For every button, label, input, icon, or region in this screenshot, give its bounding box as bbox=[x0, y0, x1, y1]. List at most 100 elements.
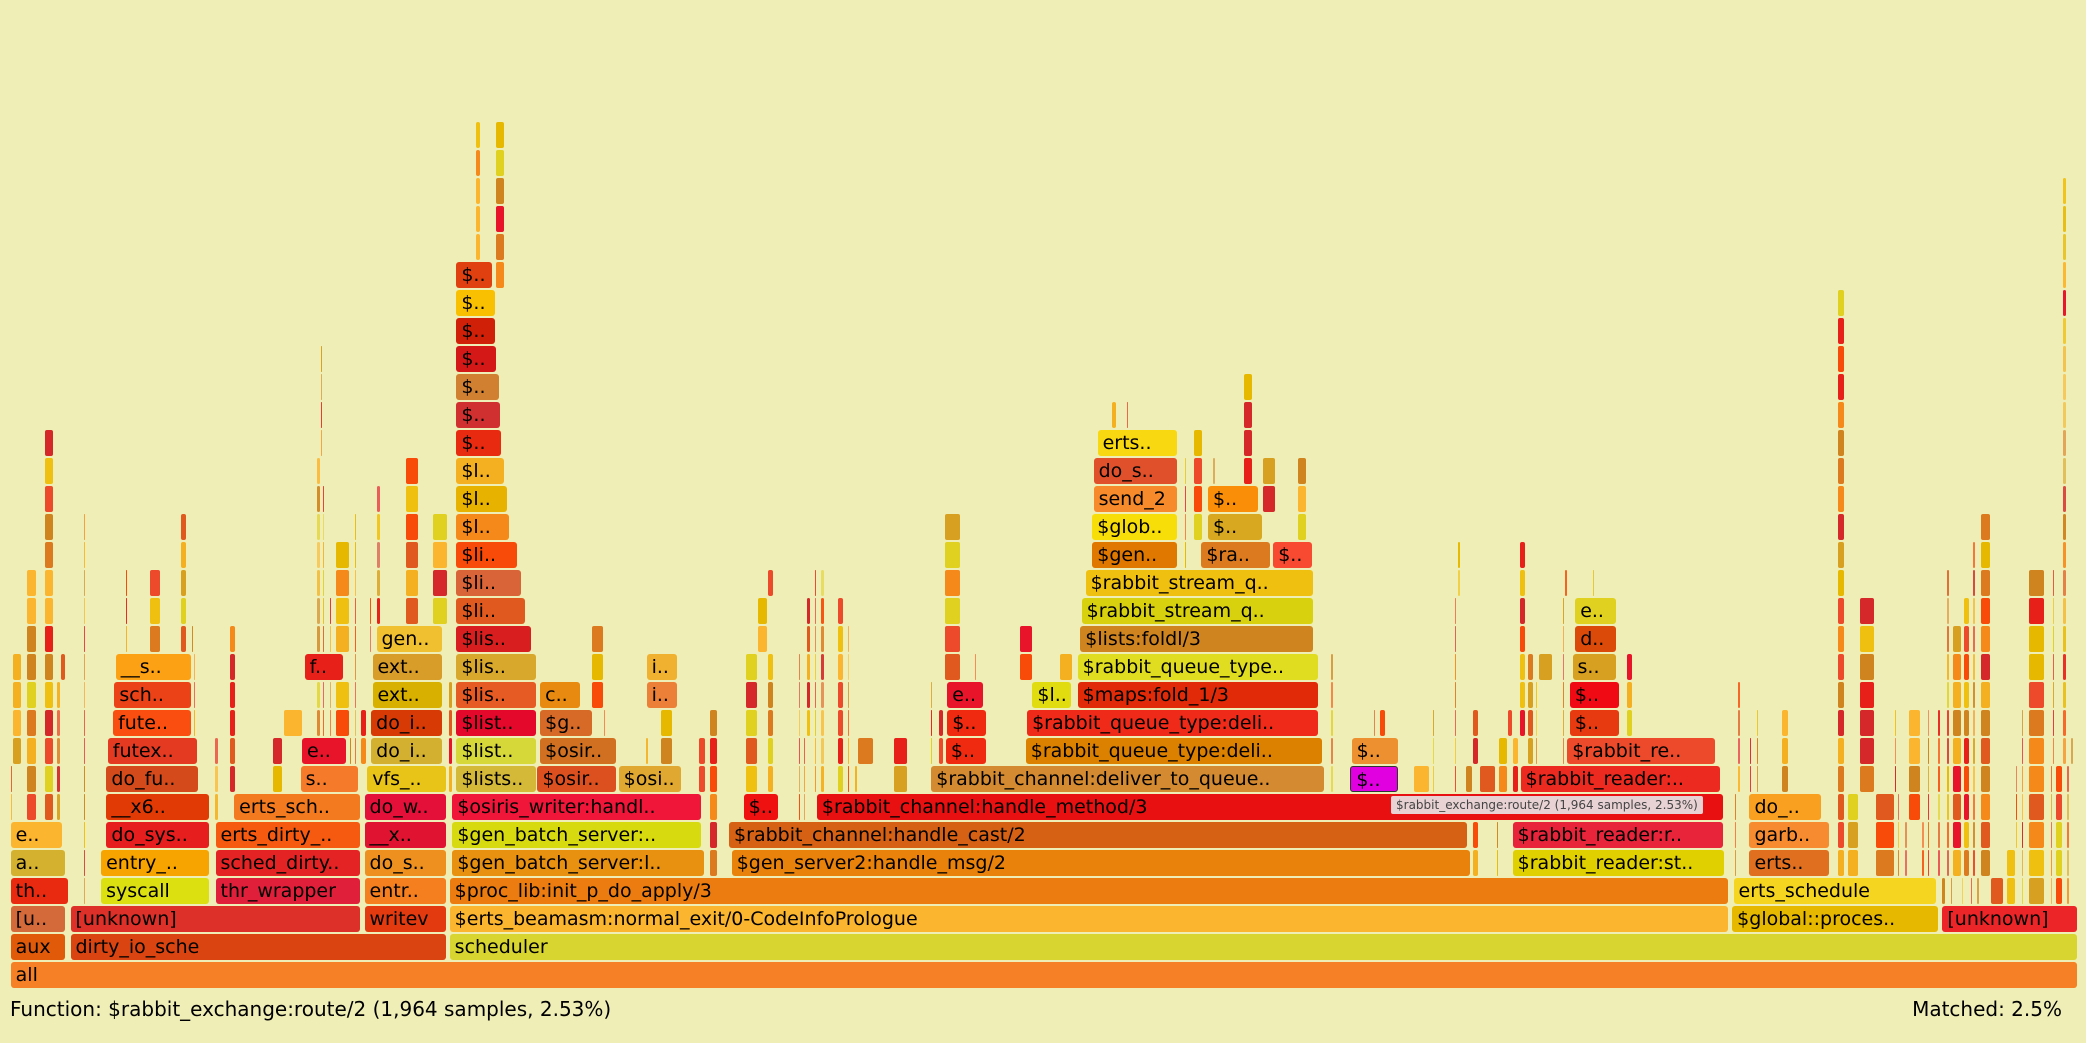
stack-frame[interactable] bbox=[1194, 486, 1202, 512]
stack-frame[interactable] bbox=[10, 766, 12, 792]
stack-frame[interactable] bbox=[1473, 850, 1479, 876]
stack-frame[interactable] bbox=[799, 682, 801, 708]
stack-frame[interactable] bbox=[1952, 766, 1961, 792]
stack-frame[interactable] bbox=[215, 738, 218, 764]
stack-frame[interactable] bbox=[1946, 598, 1950, 624]
stack-frame[interactable] bbox=[746, 738, 757, 764]
stack-frame[interactable] bbox=[2067, 794, 2070, 820]
stack-frame[interactable] bbox=[377, 570, 380, 596]
stack-frame[interactable] bbox=[335, 710, 349, 736]
stack-frame[interactable]: a.. bbox=[10, 850, 66, 876]
stack-frame[interactable] bbox=[758, 626, 767, 652]
stack-frame[interactable] bbox=[329, 682, 331, 708]
stack-frame[interactable] bbox=[2022, 822, 2024, 848]
stack-frame[interactable]: $l.. bbox=[456, 514, 510, 540]
stack-frame[interactable] bbox=[13, 682, 21, 708]
stack-frame[interactable]: s.. bbox=[300, 766, 358, 792]
stack-frame[interactable] bbox=[1432, 766, 1434, 792]
stack-frame[interactable]: thr_wrapper bbox=[215, 878, 361, 904]
stack-frame[interactable] bbox=[26, 626, 36, 652]
stack-frame[interactable] bbox=[1980, 598, 1990, 624]
stack-frame[interactable] bbox=[215, 766, 218, 792]
stack-frame[interactable]: $rabbit_stream_q.. bbox=[1081, 598, 1313, 624]
stack-frame[interactable] bbox=[1513, 738, 1519, 764]
stack-frame[interactable] bbox=[83, 626, 85, 652]
stack-frame[interactable] bbox=[939, 738, 944, 764]
stack-frame[interactable] bbox=[815, 766, 817, 792]
stack-frame[interactable]: $rabbit_reader:.. bbox=[1520, 766, 1721, 792]
stack-frame[interactable] bbox=[194, 654, 196, 680]
stack-frame[interactable] bbox=[1964, 682, 1970, 708]
stack-frame[interactable] bbox=[377, 486, 380, 512]
stack-frame[interactable] bbox=[448, 682, 453, 708]
stack-frame[interactable] bbox=[2028, 738, 2045, 764]
stack-frame[interactable] bbox=[2063, 710, 2066, 736]
stack-frame[interactable] bbox=[2055, 878, 2062, 904]
stack-frame[interactable] bbox=[799, 794, 801, 820]
stack-frame[interactable] bbox=[1473, 738, 1479, 764]
stack-frame[interactable] bbox=[1838, 374, 1845, 400]
stack-frame[interactable] bbox=[323, 682, 325, 708]
stack-frame[interactable]: erts.. bbox=[1097, 430, 1178, 456]
stack-frame[interactable]: $.. bbox=[456, 262, 493, 288]
stack-frame[interactable] bbox=[1897, 794, 1899, 820]
stack-frame[interactable] bbox=[1838, 794, 1845, 820]
stack-frame[interactable] bbox=[768, 766, 774, 792]
stack-frame[interactable]: $rabbit_re.. bbox=[1567, 738, 1715, 764]
stack-frame[interactable] bbox=[848, 766, 850, 792]
stack-frame[interactable] bbox=[1781, 710, 1789, 736]
stack-frame[interactable] bbox=[181, 514, 187, 540]
stack-frame[interactable] bbox=[1414, 766, 1429, 792]
stack-frame[interactable] bbox=[1938, 794, 1941, 820]
stack-frame[interactable]: do_i.. bbox=[371, 710, 442, 736]
stack-frame[interactable] bbox=[181, 598, 187, 624]
stack-frame[interactable] bbox=[1838, 318, 1845, 344]
stack-frame[interactable]: $l.. bbox=[456, 486, 507, 512]
stack-frame[interactable] bbox=[1331, 682, 1334, 708]
stack-frame[interactable] bbox=[2063, 542, 2066, 568]
stack-frame[interactable] bbox=[1565, 570, 1568, 596]
stack-frame[interactable] bbox=[746, 654, 757, 680]
stack-frame[interactable] bbox=[1908, 710, 1921, 736]
stack-frame[interactable] bbox=[321, 430, 323, 456]
stack-frame[interactable] bbox=[1457, 570, 1460, 596]
stack-frame[interactable] bbox=[181, 570, 187, 596]
stack-frame[interactable] bbox=[1496, 850, 1498, 876]
stack-frame[interactable] bbox=[229, 710, 235, 736]
stack-frame[interactable] bbox=[1838, 402, 1845, 428]
stack-frame[interactable] bbox=[815, 626, 817, 652]
stack-frame[interactable] bbox=[2063, 346, 2066, 372]
stack-frame[interactable] bbox=[1938, 710, 1941, 736]
stack-frame[interactable] bbox=[710, 766, 717, 792]
stack-frame[interactable] bbox=[1432, 738, 1434, 764]
stack-frame[interactable] bbox=[2063, 654, 2066, 680]
stack-frame[interactable] bbox=[1973, 738, 1976, 764]
stack-frame[interactable] bbox=[229, 738, 235, 764]
stack-frame[interactable] bbox=[2053, 598, 2055, 624]
stack-frame[interactable] bbox=[1838, 738, 1845, 764]
stack-frame[interactable] bbox=[1499, 738, 1507, 764]
stack-frame[interactable] bbox=[1562, 598, 1564, 624]
stack-frame[interactable] bbox=[496, 234, 504, 260]
stack-frame[interactable] bbox=[181, 626, 187, 652]
stack-frame[interactable]: all bbox=[10, 962, 2077, 988]
stack-frame[interactable] bbox=[1263, 486, 1275, 512]
stack-frame[interactable] bbox=[1952, 794, 1961, 820]
stack-frame[interactable]: $lis.. bbox=[456, 682, 536, 708]
stack-frame[interactable] bbox=[838, 710, 844, 736]
stack-frame[interactable]: erts_dirty_.. bbox=[215, 822, 361, 848]
stack-frame[interactable] bbox=[1838, 514, 1845, 540]
stack-frame[interactable]: e.. bbox=[1575, 598, 1617, 624]
stack-frame[interactable] bbox=[354, 514, 356, 540]
stack-frame[interactable] bbox=[2063, 234, 2066, 260]
stack-frame[interactable] bbox=[1848, 850, 1859, 876]
stack-frame[interactable] bbox=[1496, 822, 1498, 848]
stack-frame[interactable] bbox=[1980, 542, 1990, 568]
stack-frame[interactable]: do_s.. bbox=[364, 850, 446, 876]
stack-frame[interactable] bbox=[2050, 766, 2052, 792]
stack-frame[interactable] bbox=[57, 766, 60, 792]
stack-frame[interactable] bbox=[323, 598, 325, 624]
stack-frame[interactable] bbox=[26, 794, 36, 820]
stack-frame[interactable]: syscall bbox=[101, 878, 209, 904]
stack-frame[interactable] bbox=[2028, 598, 2045, 624]
